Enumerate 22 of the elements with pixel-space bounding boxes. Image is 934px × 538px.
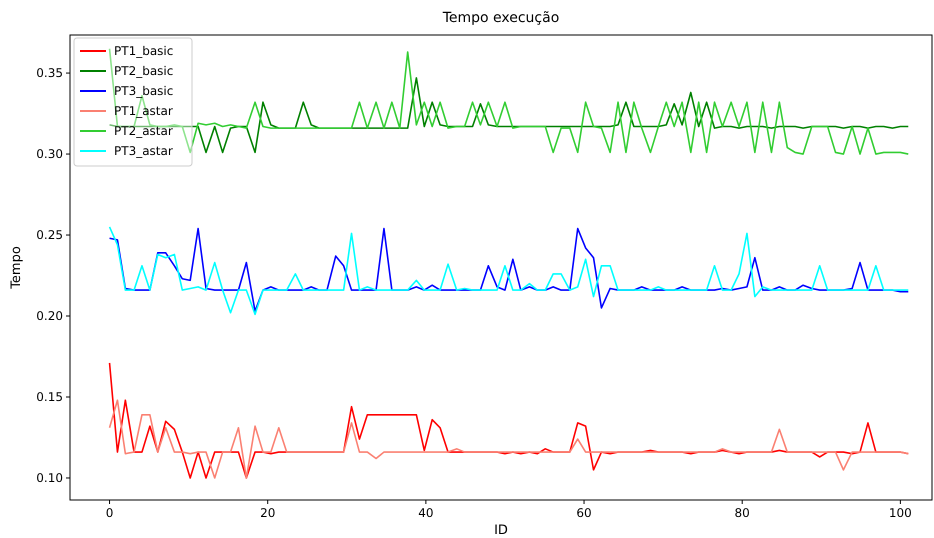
legend-label: PT2_basic (114, 64, 174, 78)
y-tick-label: 0.20 (36, 309, 63, 324)
x-axis-title: ID (494, 523, 508, 538)
chart-title: Tempo execução (442, 10, 560, 26)
legend-label: PT1_astar (114, 104, 173, 118)
x-tick-label: 40 (418, 506, 434, 520)
y-axis-title: Tempo (9, 246, 24, 290)
y-tick-label: 0.35 (36, 66, 63, 80)
y-tick-label: 0.10 (36, 470, 63, 485)
line-series (108, 399, 910, 479)
legend-label: PT2_astar (114, 124, 173, 138)
legend-label: PT3_astar (114, 144, 173, 158)
y-tick-label: 0.15 (36, 390, 63, 404)
y-tick-label: 0.25 (36, 228, 63, 242)
x-tick-label: 60 (576, 506, 592, 520)
legend-label: PT1_basic (114, 44, 174, 58)
y-tick-label: 0.30 (36, 147, 63, 162)
x-tick-label: 0 (106, 506, 114, 520)
x-tick-label: 100 (888, 506, 912, 520)
x-tick-label: 20 (260, 506, 276, 520)
legend-label: PT3_basic (114, 84, 174, 98)
x-tick-label: 80 (734, 506, 750, 520)
